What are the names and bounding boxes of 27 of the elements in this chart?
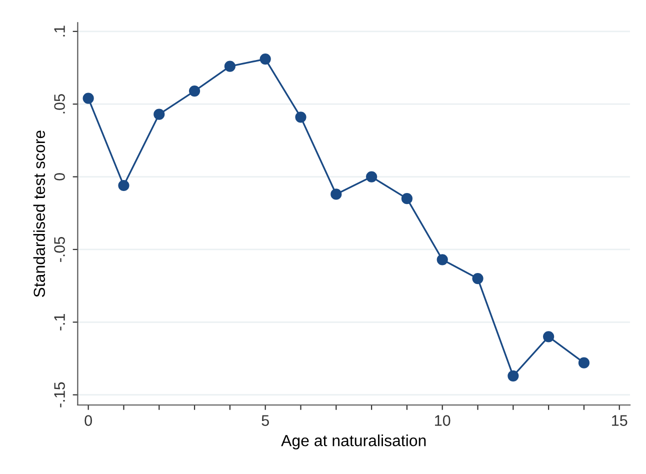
point bbox=[508, 370, 519, 382]
point bbox=[543, 331, 554, 342]
point bbox=[436, 254, 448, 266]
point bbox=[82, 92, 94, 104]
point bbox=[578, 357, 590, 368]
x-tick-label: 5 bbox=[262, 415, 269, 426]
y-axis-title: Standardised test score bbox=[33, 130, 46, 298]
point bbox=[260, 53, 271, 65]
y-tick-label: .1 bbox=[54, 26, 65, 36]
y-tick-label: -.05 bbox=[54, 236, 65, 262]
point bbox=[366, 171, 378, 182]
point bbox=[188, 85, 200, 97]
x-tick-label: 0 bbox=[84, 415, 92, 426]
point bbox=[401, 193, 413, 204]
point bbox=[295, 112, 306, 123]
point bbox=[118, 180, 130, 192]
y-tick-label: 0 bbox=[54, 173, 65, 180]
point bbox=[224, 60, 236, 72]
y-tick-label: -.15 bbox=[54, 382, 65, 408]
point bbox=[154, 108, 165, 120]
y-tick-label: -.1 bbox=[54, 314, 65, 330]
y-tick-label: .05 bbox=[54, 94, 65, 114]
x-axis-title: Age at naturalisation bbox=[281, 434, 426, 450]
x-tick-label: 10 bbox=[435, 415, 450, 426]
point bbox=[330, 188, 342, 200]
point bbox=[472, 272, 484, 284]
x-tick-label: 15 bbox=[612, 415, 628, 426]
